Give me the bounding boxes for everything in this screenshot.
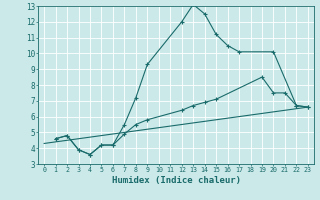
- X-axis label: Humidex (Indice chaleur): Humidex (Indice chaleur): [111, 176, 241, 185]
